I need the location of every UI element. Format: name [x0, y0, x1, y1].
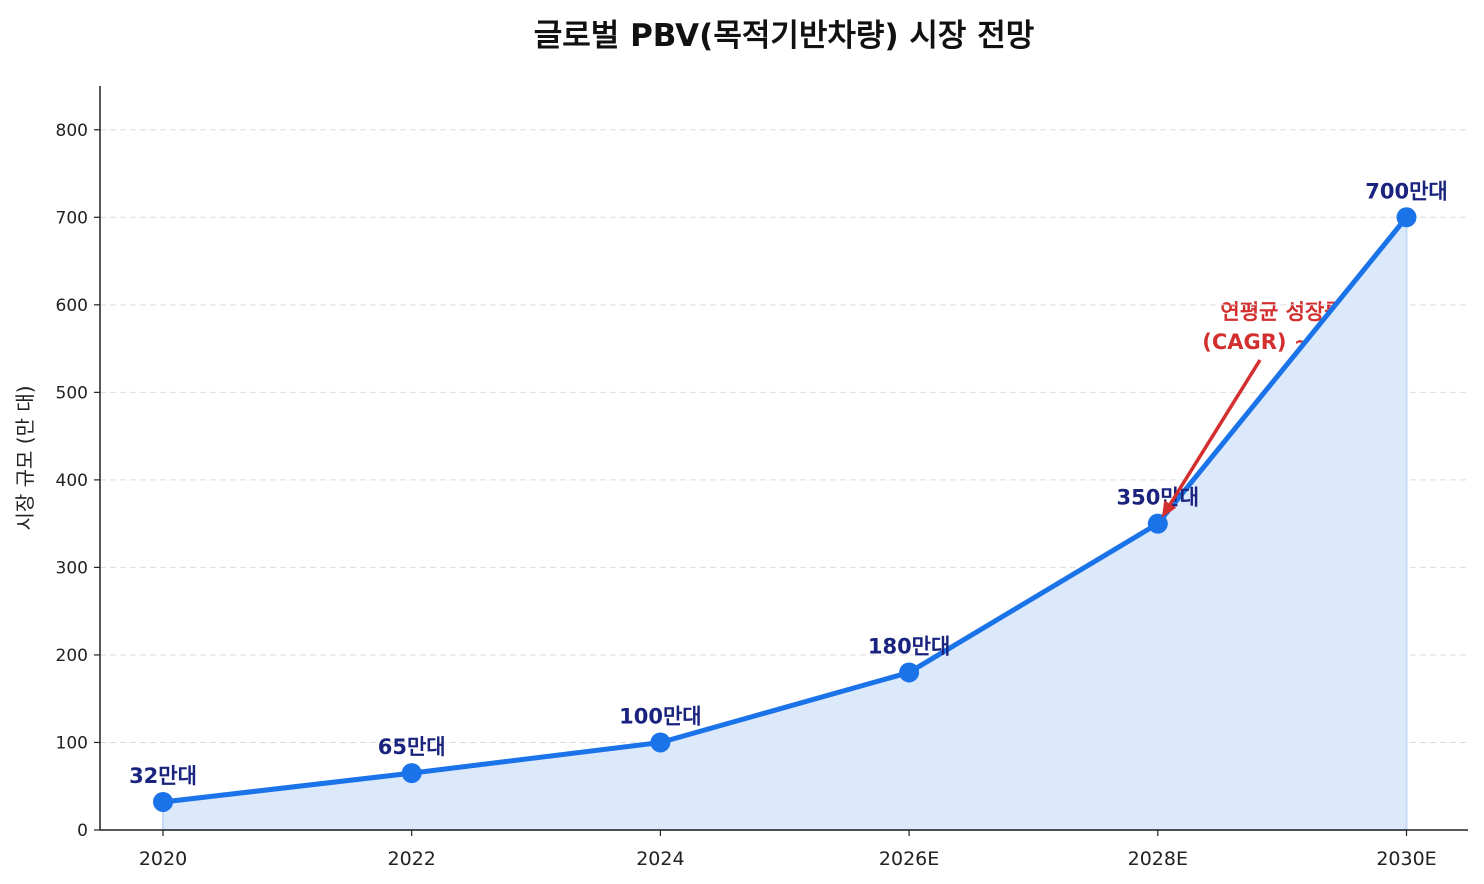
x-tick-label: 2024 — [636, 848, 684, 870]
data-label: 700만대 — [1365, 179, 1447, 203]
x-tick-label: 2022 — [388, 848, 436, 870]
data-label: 100만대 — [619, 704, 701, 728]
data-point — [650, 732, 671, 753]
chart-title: 글로벌 PBV(목적기반차량) 시장 전망 — [534, 18, 1035, 54]
y-tick-label: 200 — [56, 646, 88, 666]
data-point — [401, 763, 422, 784]
y-tick-label: 800 — [56, 121, 88, 141]
data-point — [899, 662, 920, 683]
x-tick-label: 2030E — [1376, 848, 1436, 870]
data-point — [1396, 207, 1417, 228]
x-tick-label: 2028E — [1128, 848, 1188, 870]
data-point — [1147, 513, 1168, 534]
data-label: 32만대 — [129, 764, 197, 788]
data-point — [153, 791, 173, 812]
series-line — [162, 215, 1409, 805]
data-label: 350만대 — [1117, 486, 1199, 510]
y-tick-label: 300 — [56, 558, 88, 578]
y-tick-label: 0 — [77, 821, 88, 841]
y-axis-label: 시장 규모 (만 대) — [13, 385, 37, 530]
y-tick-label: 600 — [56, 296, 88, 316]
x-tick-label: 2026E — [879, 848, 939, 870]
data-label: 180만대 — [868, 634, 950, 658]
annotation-arrowhead — [1161, 500, 1177, 518]
y-tick-label: 400 — [56, 471, 88, 491]
y-tick-label: 500 — [56, 383, 88, 403]
data-label: 65만대 — [378, 735, 446, 759]
y-tick-label: 700 — [56, 208, 88, 228]
x-tick-label: 2020 — [139, 848, 187, 870]
annotation-arrow — [1168, 359, 1262, 505]
y-tick-label: 100 — [56, 733, 88, 753]
